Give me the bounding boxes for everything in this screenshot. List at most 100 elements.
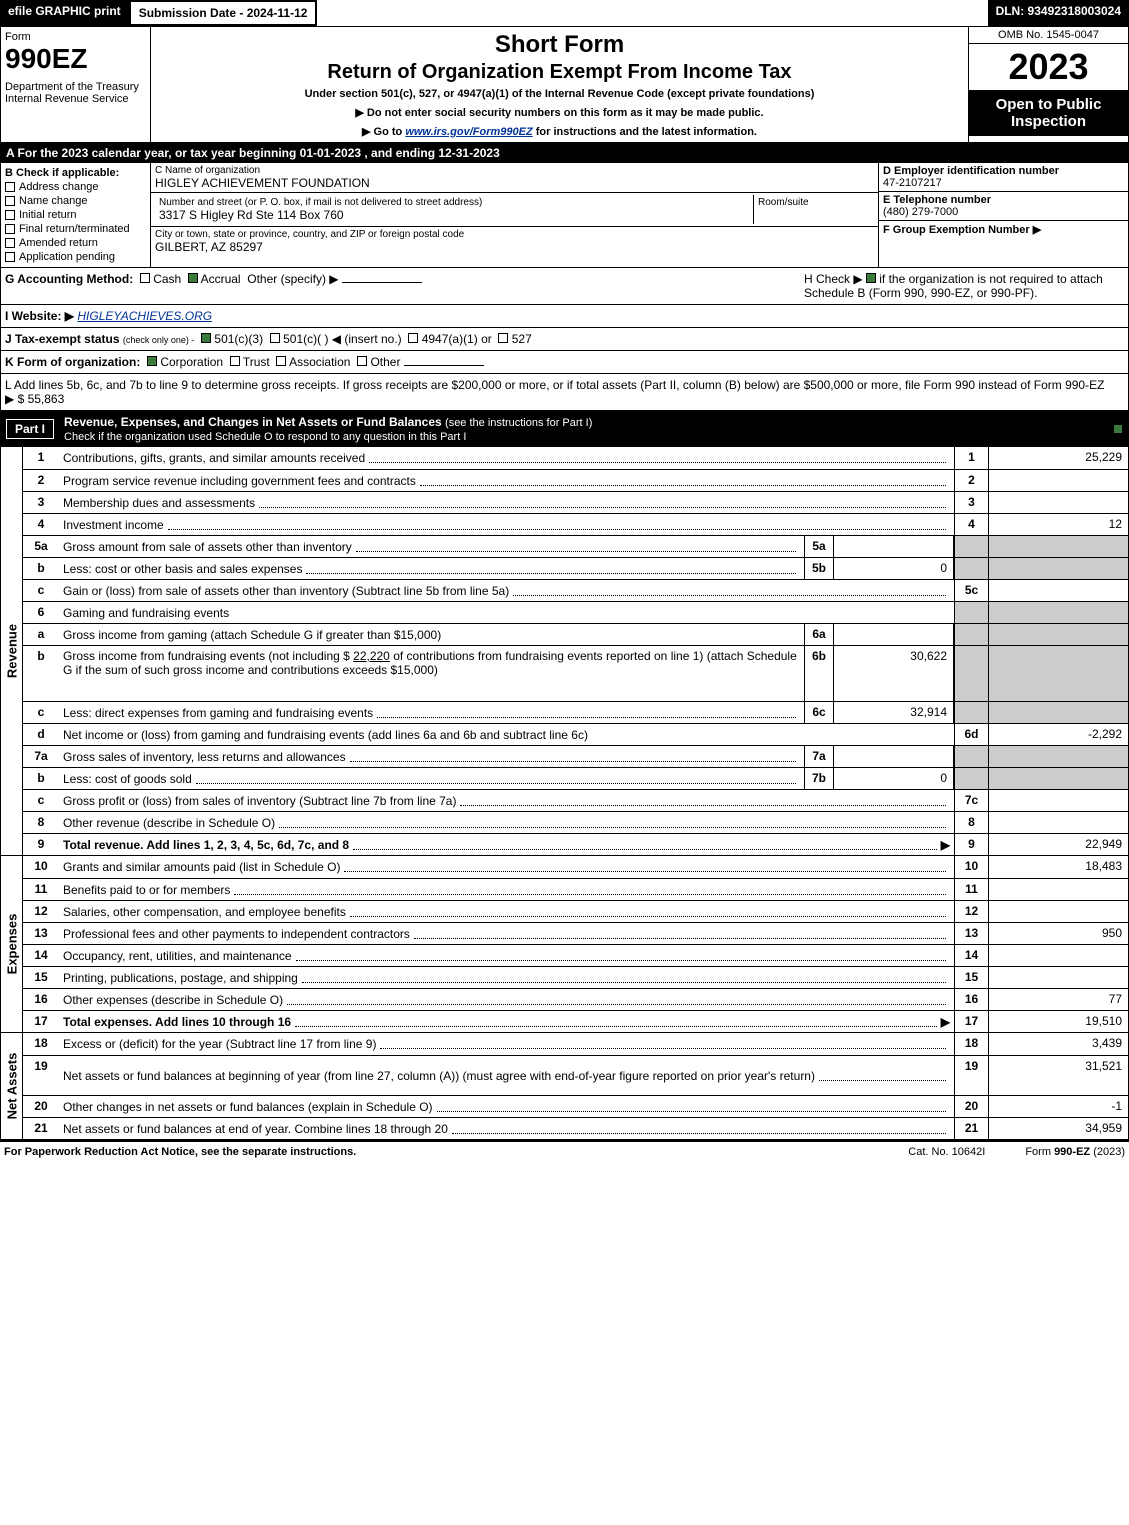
line-5a: 5a Gross amount from sale of assets othe… bbox=[23, 535, 1128, 557]
title-under: Under section 501(c), 527, or 4947(a)(1)… bbox=[159, 88, 960, 100]
part1-header: Part I Revenue, Expenses, and Changes in… bbox=[0, 411, 1129, 447]
city-value: GILBERT, AZ 85297 bbox=[155, 240, 874, 254]
ein-cell: D Employer identification number 47-2107… bbox=[879, 163, 1128, 192]
title-return: Return of Organization Exempt From Incom… bbox=[159, 61, 960, 84]
submission-date: Submission Date - 2024-11-12 bbox=[129, 0, 318, 26]
netassets-lines: 18 Excess or (deficit) for the year (Sub… bbox=[23, 1033, 1128, 1139]
revenue-side-label: Revenue bbox=[1, 447, 23, 855]
accounting-method: G Accounting Method: Cash Accrual Other … bbox=[5, 272, 804, 300]
line-2: 2 Program service revenue including gove… bbox=[23, 469, 1128, 491]
chk-application-pending[interactable]: Application pending bbox=[5, 251, 146, 263]
ein-value: 47-2107217 bbox=[883, 177, 1124, 189]
expenses-table: Expenses 10 Grants and similar amounts p… bbox=[0, 856, 1129, 1033]
chk-501c3[interactable] bbox=[201, 333, 211, 343]
line-18: 18 Excess or (deficit) for the year (Sub… bbox=[23, 1033, 1128, 1055]
line-6c: c Less: direct expenses from gaming and … bbox=[23, 701, 1128, 723]
city-label: City or town, state or province, country… bbox=[155, 229, 874, 240]
netassets-side-label: Net Assets bbox=[1, 1033, 23, 1139]
other-specify-blank bbox=[342, 282, 422, 283]
group-exemption-cell: F Group Exemption Number ▶ bbox=[879, 221, 1128, 238]
j-sub: (check only one) - bbox=[123, 335, 195, 345]
irs-link[interactable]: www.irs.gov/Form990EZ bbox=[405, 126, 532, 138]
phone-label: E Telephone number bbox=[883, 194, 1124, 206]
h-pre: H Check ▶ bbox=[804, 272, 866, 286]
l-text: L Add lines 5b, 6c, and 7b to line 9 to … bbox=[5, 378, 1104, 392]
chk-corporation[interactable] bbox=[147, 356, 157, 366]
phone-cell: E Telephone number (480) 279-7000 bbox=[879, 192, 1128, 221]
row-l: L Add lines 5b, 6c, and 7b to line 9 to … bbox=[0, 374, 1129, 411]
line-4: 4 Investment income 4 12 bbox=[23, 513, 1128, 535]
line-7c: c Gross profit or (loss) from sales of i… bbox=[23, 789, 1128, 811]
header-right: OMB No. 1545-0047 2023 Open to Public In… bbox=[968, 27, 1128, 142]
ssn-warning: ▶ Do not enter social security numbers o… bbox=[159, 106, 960, 119]
addr-label: Number and street (or P. O. box, if mail… bbox=[159, 197, 749, 208]
expense-lines: 10 Grants and similar amounts paid (list… bbox=[23, 856, 1128, 1032]
line-10: 10 Grants and similar amounts paid (list… bbox=[23, 856, 1128, 878]
chk-address-change[interactable]: Address change bbox=[5, 181, 146, 193]
chk-cash[interactable] bbox=[140, 273, 150, 283]
chk-h[interactable] bbox=[866, 273, 876, 283]
chk-amended-return[interactable]: Amended return bbox=[5, 237, 146, 249]
form-header: Form 990EZ Department of the Treasury In… bbox=[0, 26, 1129, 143]
dept-label: Department of the Treasury Internal Reve… bbox=[5, 81, 146, 105]
chk-527[interactable] bbox=[498, 333, 508, 343]
org-name-value: HIGLEY ACHIEVEMENT FOUNDATION bbox=[155, 176, 874, 190]
block-bcdef: B Check if applicable: Address change Na… bbox=[0, 163, 1129, 268]
line-7b: b Less: cost of goods sold 7b 0 bbox=[23, 767, 1128, 789]
chk-accrual[interactable] bbox=[188, 273, 198, 283]
line-12: 12 Salaries, other compensation, and emp… bbox=[23, 900, 1128, 922]
revenue-table: Revenue 1 Contributions, gifts, grants, … bbox=[0, 447, 1129, 856]
row-i: I Website: ▶ HIGLEYACHIEVES.ORG bbox=[0, 305, 1129, 328]
dln: DLN: 93492318003024 bbox=[988, 0, 1129, 26]
chk-schedule-o[interactable] bbox=[1113, 424, 1123, 434]
revenue-lines: 1 Contributions, gifts, grants, and simi… bbox=[23, 447, 1128, 855]
chk-association[interactable] bbox=[276, 356, 286, 366]
netassets-table: Net Assets 18 Excess or (deficit) for th… bbox=[0, 1033, 1129, 1140]
line-1: 1 Contributions, gifts, grants, and simi… bbox=[23, 447, 1128, 469]
room-label: Room/suite bbox=[758, 197, 870, 208]
goto-pre: ▶ Go to bbox=[362, 126, 405, 138]
paperwork-notice: For Paperwork Reduction Act Notice, see … bbox=[4, 1146, 356, 1158]
col-c: C Name of organization HIGLEY ACHIEVEMEN… bbox=[151, 163, 878, 267]
j-label: J Tax-exempt status bbox=[5, 332, 120, 346]
efile-label: efile GRAPHIC print bbox=[0, 0, 129, 26]
form-ref: Form 990-EZ (2023) bbox=[1025, 1146, 1125, 1158]
line-9: 9 Total revenue. Add lines 1, 2, 3, 4, 5… bbox=[23, 833, 1128, 855]
b-head: B Check if applicable: bbox=[5, 167, 146, 179]
h-block: H Check ▶ if the organization is not req… bbox=[804, 272, 1124, 300]
col-b: B Check if applicable: Address change Na… bbox=[1, 163, 151, 267]
line-19: 19 Net assets or fund balances at beginn… bbox=[23, 1055, 1128, 1095]
k-label: K Form of organization: bbox=[5, 355, 140, 369]
chk-name-change[interactable]: Name change bbox=[5, 195, 146, 207]
org-name-cell: C Name of organization HIGLEY ACHIEVEMEN… bbox=[151, 163, 878, 193]
chk-4947[interactable] bbox=[408, 333, 418, 343]
chk-final-return[interactable]: Final return/terminated bbox=[5, 223, 146, 235]
group-exemption-label: F Group Exemption Number ▶ bbox=[883, 223, 1124, 236]
line-20: 20 Other changes in net assets or fund b… bbox=[23, 1095, 1128, 1117]
chk-initial-return[interactable]: Initial return bbox=[5, 209, 146, 221]
chk-other-org[interactable] bbox=[357, 356, 367, 366]
line-11: 11 Benefits paid to or for members 11 bbox=[23, 878, 1128, 900]
line-5b: b Less: cost or other basis and sales ex… bbox=[23, 557, 1128, 579]
line-8: 8 Other revenue (describe in Schedule O)… bbox=[23, 811, 1128, 833]
chk-501c[interactable] bbox=[270, 333, 280, 343]
line-5c: c Gain or (loss) from sale of assets oth… bbox=[23, 579, 1128, 601]
goto-line: ▶ Go to www.irs.gov/Form990EZ for instru… bbox=[159, 125, 960, 138]
line-13: 13 Professional fees and other payments … bbox=[23, 922, 1128, 944]
expenses-side-label: Expenses bbox=[1, 856, 23, 1032]
open-public-badge: Open to Public Inspection bbox=[969, 90, 1128, 136]
line-14: 14 Occupancy, rent, utilities, and maint… bbox=[23, 944, 1128, 966]
header-left: Form 990EZ Department of the Treasury In… bbox=[1, 27, 151, 142]
tax-year: 2023 bbox=[969, 44, 1128, 90]
part1-label: Part I bbox=[6, 419, 54, 439]
line-21: 21 Net assets or fund balances at end of… bbox=[23, 1117, 1128, 1139]
addr-cell: Number and street (or P. O. box, if mail… bbox=[155, 195, 754, 224]
website-link[interactable]: HIGLEYACHIEVES.ORG bbox=[77, 309, 212, 323]
chk-trust[interactable] bbox=[230, 356, 240, 366]
row-gh: G Accounting Method: Cash Accrual Other … bbox=[0, 268, 1129, 305]
city-cell: City or town, state or province, country… bbox=[151, 227, 878, 256]
title-short: Short Form bbox=[159, 31, 960, 59]
catalog-number: Cat. No. 10642I bbox=[908, 1146, 985, 1158]
header-center: Short Form Return of Organization Exempt… bbox=[151, 27, 968, 142]
form-number: 990EZ bbox=[5, 43, 146, 75]
